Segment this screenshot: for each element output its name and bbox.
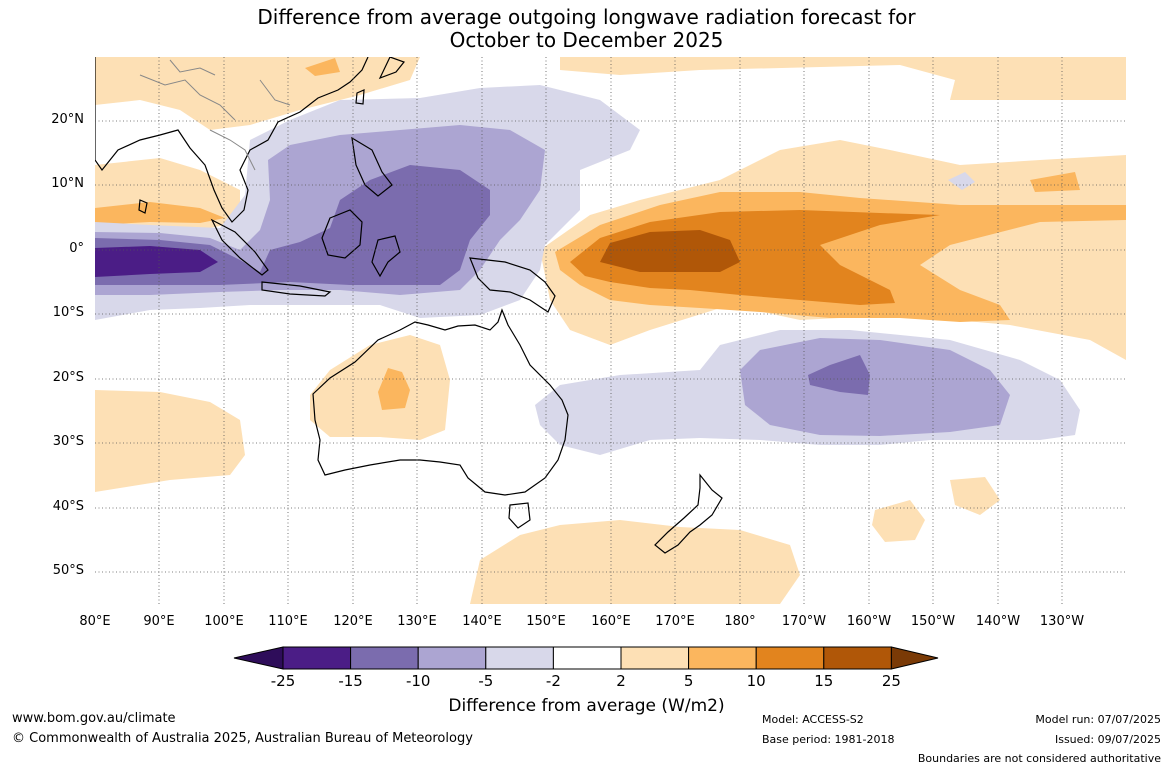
graticule (95, 57, 1126, 604)
anomaly-southern-ocean-pos (470, 520, 800, 604)
anomaly-shading (95, 57, 1126, 604)
tasmania-coastline (508, 502, 531, 529)
colorbar-tick: -5 (478, 672, 494, 690)
lon-label-160w: 160°W (846, 614, 892, 629)
new-guinea-coastline (469, 257, 556, 313)
anomaly-west-indian-ocean-south-pos (95, 390, 245, 492)
lat-label-20s: 20°S (52, 370, 84, 385)
colorbar-swatch-pos5 (688, 646, 757, 670)
sri-lanka-coastline (138, 199, 148, 214)
japan-coastline (378, 57, 405, 80)
sulawesi-coastline (371, 235, 401, 278)
colorbar-extend-high (890, 646, 939, 670)
lon-label-80e: 80°E (79, 614, 111, 629)
colorbar-tick: -10 (405, 672, 431, 690)
website-link[interactable]: www.bom.gov.au/climate (12, 711, 176, 726)
colorbar-tick: -2 (545, 672, 561, 690)
anomaly-south-pacific-east-pos (872, 500, 925, 542)
sumatra-coastline (210, 218, 269, 276)
anomaly-nw-pacific-pos (560, 57, 1126, 100)
lon-label-90e: 90°E (143, 614, 175, 629)
coastlines (95, 57, 723, 554)
border-asia-3 (209, 129, 256, 171)
colorbar-tick: -15 (338, 672, 363, 690)
colorbar-tick: 2 (616, 672, 626, 690)
lon-label-170e: 170°E (655, 614, 695, 629)
lat-label-10s: 10°S (52, 305, 84, 320)
boundaries-disclaimer: Boundaries are not considered authoritat… (917, 752, 1161, 765)
model-name: Model: ACCESS-S2 (762, 713, 864, 726)
colorbar (233, 646, 939, 670)
anomaly-indian-ocean-equatorial-neg15 (95, 246, 218, 277)
lon-label-140e: 140°E (462, 614, 502, 629)
colorbar-swatch-neg10 (417, 646, 487, 670)
model-run-date: Model run: 07/07/2025 (1035, 713, 1161, 726)
lat-label-40s: 40°S (52, 499, 84, 514)
colorbar-tick: -25 (270, 672, 296, 690)
colorbar-swatch-neg5 (485, 646, 554, 670)
colorbar-swatch-neg25 (282, 646, 352, 670)
java-coastline (261, 281, 332, 297)
border-asia-1 (139, 74, 236, 121)
base-period: Base period: 1981-2018 (762, 733, 895, 746)
borneo-coastline (321, 209, 363, 259)
colorbar-title: Difference from average (W/m2) (448, 696, 725, 716)
lon-label-160e: 160°E (591, 614, 631, 629)
anomaly-australia-west-pos5 (378, 368, 410, 410)
australia-coastline (312, 308, 569, 496)
lat-label-0: 0° (69, 241, 84, 256)
colorbar-swatch-pos2 (620, 646, 690, 670)
anomaly-central-pacific-pos15 (600, 230, 740, 272)
anomaly-asia-north-pos (95, 57, 420, 130)
lat-label-20n: 20°N (51, 112, 84, 127)
border-asia-4 (259, 79, 291, 106)
colorbar-tick: 25 (881, 672, 901, 690)
copyright-text: © Commonwealth of Australia 2025, Austra… (12, 731, 473, 746)
lat-label-50s: 50°S (52, 563, 84, 578)
new-zealand-coastline (654, 473, 723, 554)
lon-label-130w: 130°W (1039, 614, 1085, 629)
lon-label-170w: 170°W (781, 614, 827, 629)
colorbar-swatch-neutral (552, 646, 622, 670)
map-title-line-1: Difference from average outgoing longwav… (257, 5, 916, 29)
country-borders (139, 59, 291, 171)
lon-label-180: 180° (724, 614, 756, 629)
colorbar-swatch-pos10 (755, 646, 825, 670)
lat-label-30s: 30°S (52, 434, 84, 449)
taiwan-coastline (355, 89, 365, 105)
colorbar-tick: 5 (683, 672, 694, 690)
asia-mainland-coastline (95, 57, 369, 223)
colorbar-extend-low (233, 646, 284, 670)
lon-label-100e: 100°E (204, 614, 244, 629)
colorbar-swatch-pos15 (823, 646, 892, 670)
anomaly-south-pacific-neg10 (808, 355, 870, 395)
border-asia-2 (169, 59, 216, 76)
lon-label-140w: 140°W (975, 614, 1021, 629)
colorbar-tick: 15 (814, 672, 834, 690)
lon-label-150w: 150°W (910, 614, 956, 629)
anomaly-japan-pos5 (305, 58, 340, 76)
anomaly-indian-ocean-north-pos5 (95, 202, 225, 225)
lon-label-120e: 120°E (333, 614, 373, 629)
lon-label-110e: 110°E (268, 614, 308, 629)
colorbar-tick: 10 (746, 672, 766, 690)
issued-date: Issued: 09/07/2025 (1054, 733, 1161, 746)
anomaly-south-pacific-far-east-pos (950, 477, 1000, 515)
lat-label-10n: 10°N (51, 176, 84, 191)
anomaly-south-pacific-neg5 (740, 338, 1010, 436)
lon-label-130e: 130°E (397, 614, 437, 629)
philippines-coastline (351, 136, 393, 197)
lon-label-150e: 150°E (526, 614, 566, 629)
colorbar-swatch-neg15 (350, 646, 419, 670)
anomaly-east-pacific-pos5 (1030, 172, 1080, 192)
map-title-line-2: October to December 2025 (449, 28, 724, 52)
anomaly-central-pacific-small-neg (948, 172, 975, 190)
